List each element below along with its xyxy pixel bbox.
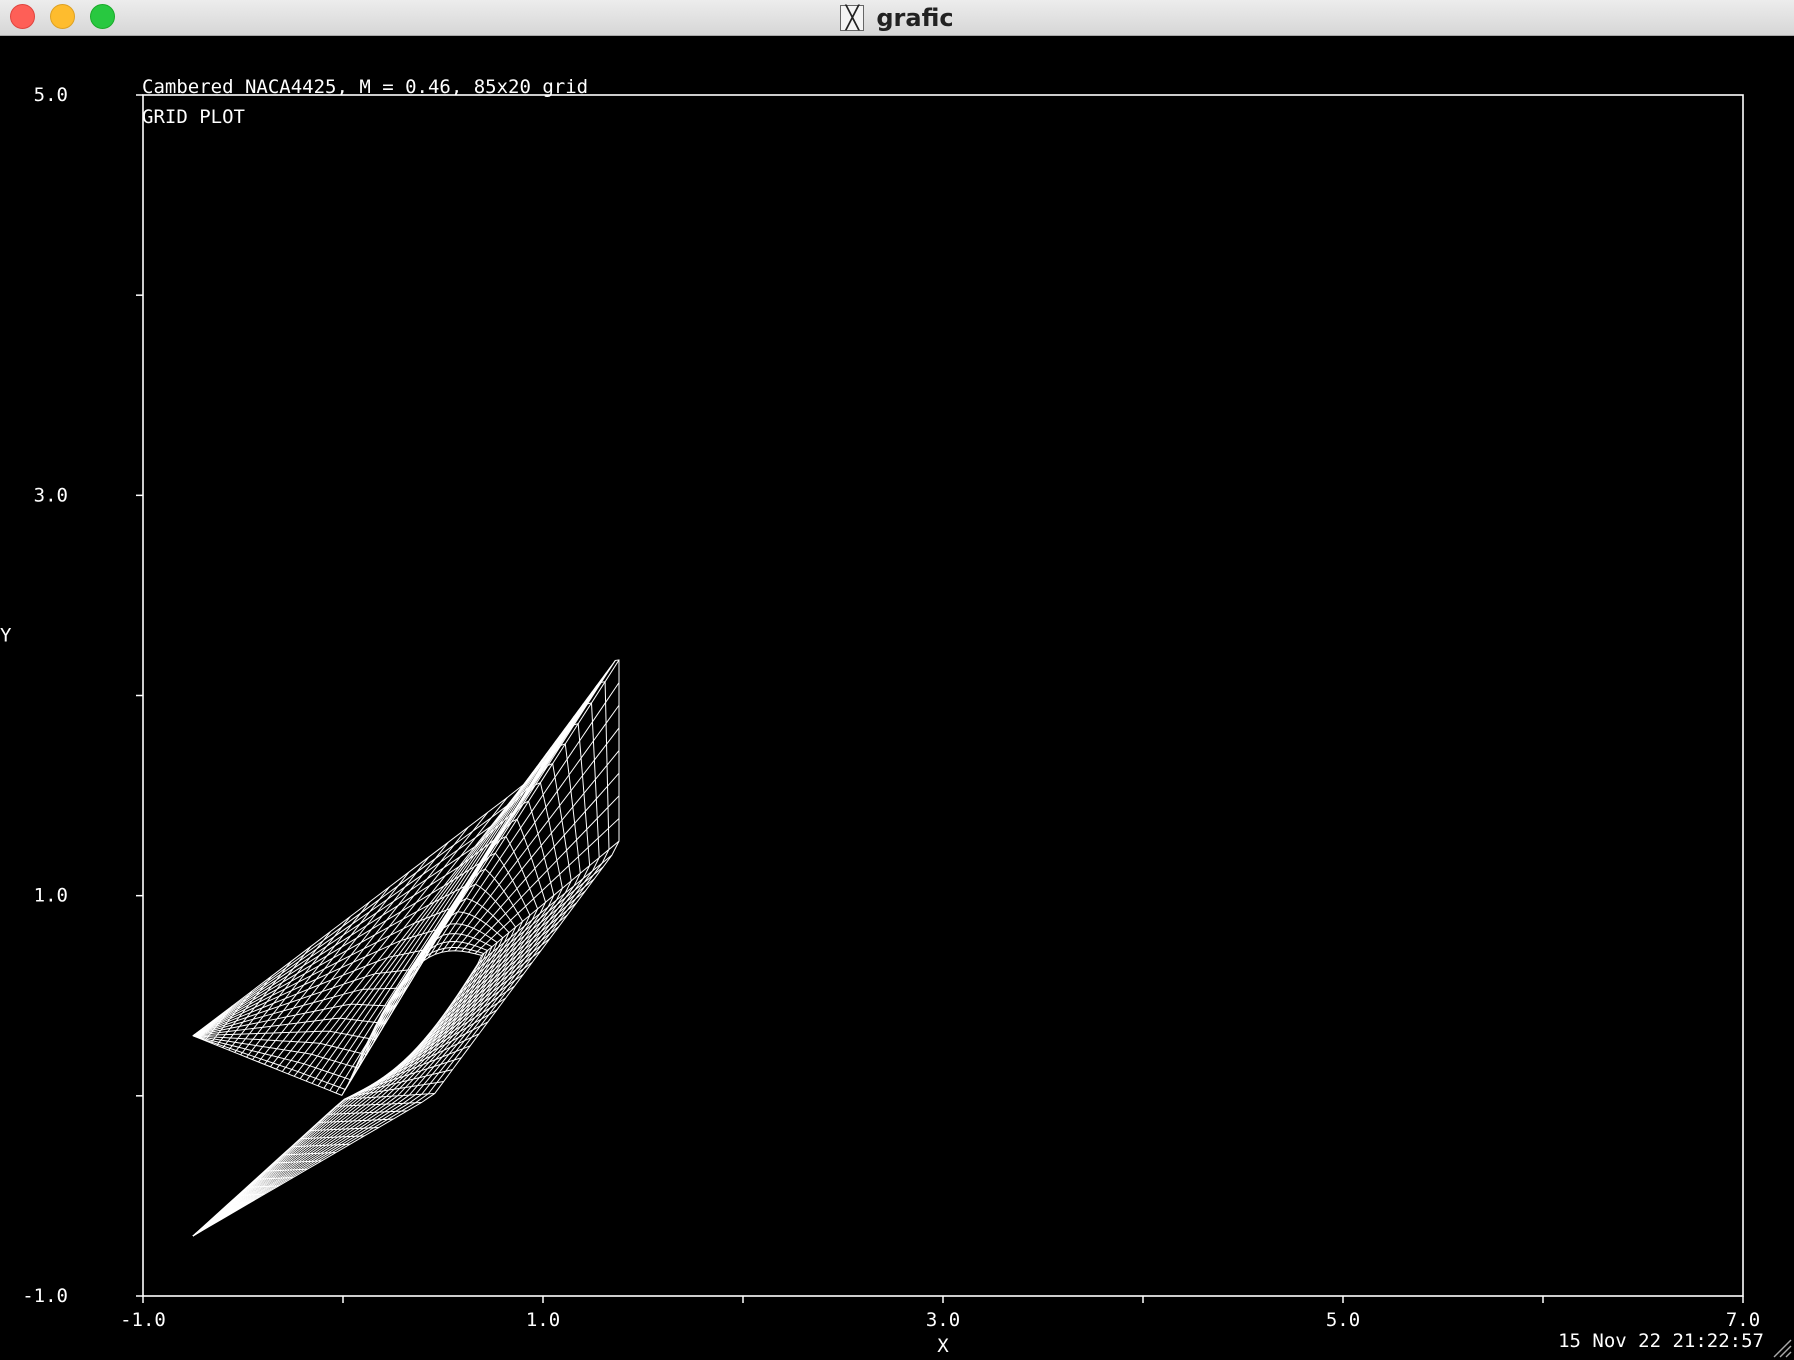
y-axis: -1.0 1.0 3.0 5.0 xyxy=(22,84,143,1307)
plot-canvas: Cambered NACA4425, M = 0.46, 85x20 grid … xyxy=(0,36,1794,1360)
x-tick-label: 1.0 xyxy=(526,1309,560,1331)
mesh-line-wrap xyxy=(192,722,591,1237)
mesh-line-radial xyxy=(317,759,543,1087)
mesh-line-radial xyxy=(264,856,430,1065)
close-button[interactable] xyxy=(10,4,35,29)
mesh-line-radial xyxy=(427,659,620,958)
plot-subheading: GRID PLOT xyxy=(142,106,245,128)
mesh-line-radial xyxy=(447,727,620,952)
mesh-line-radial xyxy=(441,704,620,953)
mesh-line-wrap xyxy=(192,852,531,1237)
plot-timestamp: 15 Nov 22 21:22:57 xyxy=(1558,1330,1764,1352)
mesh-line-radial xyxy=(240,916,351,1056)
mesh-layer xyxy=(192,659,620,1237)
mesh-line-radial xyxy=(305,771,534,1082)
window-titlebar[interactable]: ╳ grafic xyxy=(0,0,1794,36)
zoom-button[interactable] xyxy=(90,4,115,29)
mesh-line-radial xyxy=(252,886,390,1060)
y-tick-label: 5.0 xyxy=(34,84,68,106)
resize-grip-icon[interactable] xyxy=(1772,1338,1792,1358)
minimize-button[interactable] xyxy=(50,4,75,29)
grid-plot-chart: -1.0 1.0 3.0 5.0 7.0 -1.0 1.0 3.0 5.0 X Y xyxy=(0,84,1760,1357)
mesh-line-wrap xyxy=(192,897,510,1237)
y-axis-label: Y xyxy=(0,624,12,646)
mesh-line-wrap xyxy=(192,800,555,1237)
mesh-line-radial xyxy=(323,753,548,1089)
window-title: grafic xyxy=(876,4,954,32)
mesh-line-radial xyxy=(258,871,410,1063)
x-tick-label: 5.0 xyxy=(1326,1309,1360,1331)
y-tick-label: -1.0 xyxy=(22,1285,68,1307)
mesh-line-radial xyxy=(275,826,469,1070)
x-tick-label: -1.0 xyxy=(120,1309,166,1331)
mesh-line-wrap xyxy=(192,911,504,1237)
mesh-line-radial xyxy=(234,931,331,1053)
mesh-line-radial xyxy=(434,682,620,955)
mesh-line-radial xyxy=(281,812,489,1072)
mesh-line-radial xyxy=(467,795,620,953)
mesh-line-wrap xyxy=(192,941,489,1237)
mesh-line-radial xyxy=(311,765,539,1084)
plot-heading: Cambered NACA4425, M = 0.46, 85x20 grid xyxy=(142,76,589,98)
mesh-line-wrap xyxy=(192,883,517,1237)
mesh-line-wrap xyxy=(192,818,547,1237)
x-tick-label: 7.0 xyxy=(1726,1309,1760,1331)
mesh-line-wrap xyxy=(192,868,524,1237)
x-axis-label: X xyxy=(937,1335,949,1357)
mesh-line-radial xyxy=(287,797,508,1075)
x-axis: -1.0 1.0 3.0 5.0 7.0 xyxy=(120,1296,1760,1331)
y-tick-label: 1.0 xyxy=(34,885,68,907)
mesh-line-wrap xyxy=(192,950,483,1237)
mesh-line-wrap xyxy=(192,923,498,1237)
mesh-line-wrap xyxy=(192,835,539,1237)
mesh-line-wrap xyxy=(192,659,620,1237)
mesh-line-radial xyxy=(461,772,620,952)
mesh-line-radial xyxy=(481,840,620,956)
mesh-line-wrap xyxy=(192,762,572,1237)
mesh-line-wrap xyxy=(192,743,581,1237)
x11-icon: ╳ xyxy=(840,5,865,31)
mesh-line-radial xyxy=(293,784,525,1077)
mesh-line-wrap xyxy=(192,681,610,1237)
mesh-line-radial xyxy=(329,746,552,1091)
mesh-line-wrap xyxy=(192,781,563,1237)
mesh-line-radial xyxy=(474,818,620,955)
mesh-line-radial xyxy=(246,901,371,1058)
mesh-line-wrap xyxy=(192,702,600,1237)
mesh-line-radial xyxy=(454,750,620,952)
mesh-line-radial xyxy=(299,777,529,1079)
mesh-line-radial xyxy=(269,841,449,1068)
mesh-line-wrap xyxy=(192,933,493,1237)
x-tick-label: 3.0 xyxy=(926,1309,960,1331)
mesh-line-wrap xyxy=(192,946,485,1237)
y-tick-label: 3.0 xyxy=(34,484,68,506)
